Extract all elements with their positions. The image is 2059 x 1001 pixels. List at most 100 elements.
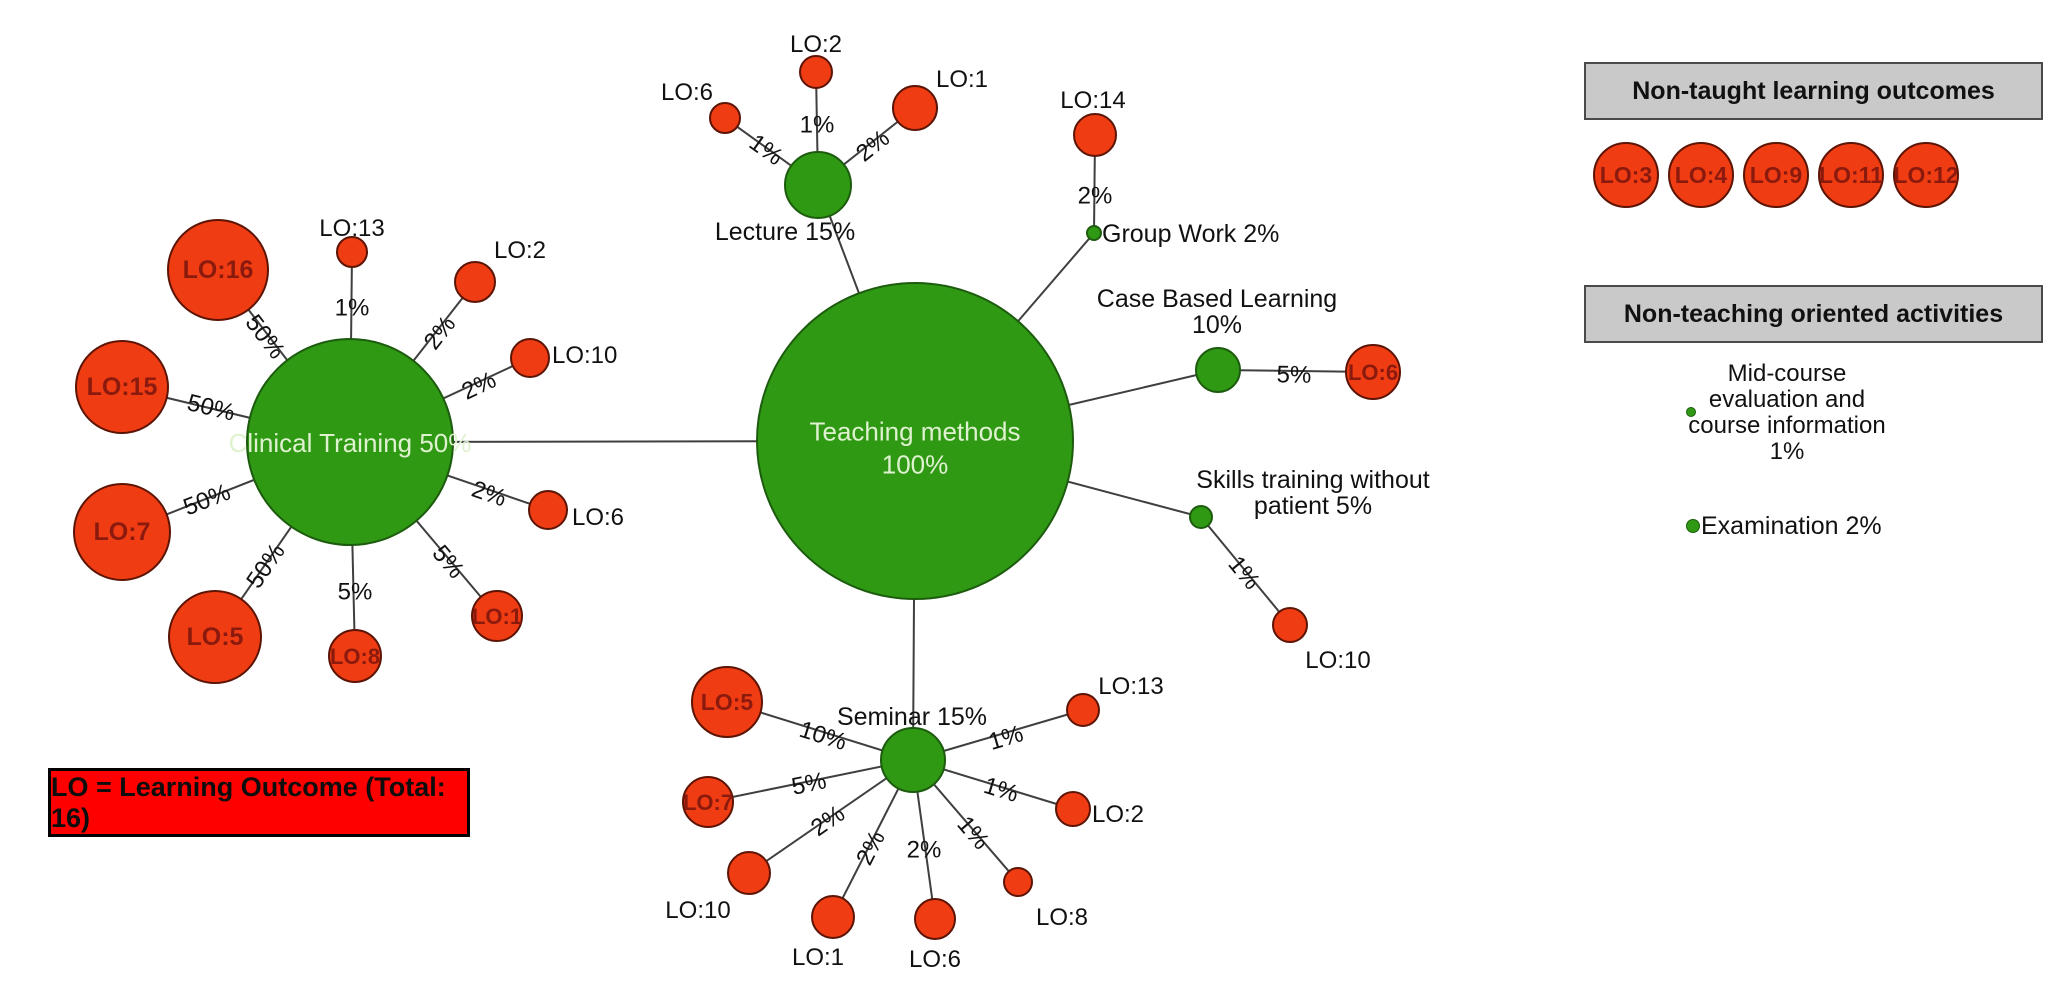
pct-label-seminar-s10: 2%	[806, 800, 850, 842]
label-c7: LO:7	[94, 518, 151, 546]
label-s5: LO:5	[701, 689, 754, 715]
edge-seminar-s7	[707, 759, 914, 803]
label-cb6: LO:6	[1348, 360, 1398, 385]
node-c2c	[454, 261, 496, 303]
label-lecture: Lecture 15%	[715, 218, 855, 246]
node-teaching	[756, 282, 1074, 600]
label-s6: LO:6	[909, 946, 961, 973]
node-cb6	[1345, 344, 1401, 400]
node-cbl	[1195, 347, 1241, 393]
node-c16	[167, 219, 269, 321]
mid-course-node-icon	[1686, 407, 1696, 417]
edge-skills-sk10	[1200, 516, 1291, 626]
node-c15	[75, 340, 169, 434]
non-taught-lo-11: LO:11	[1818, 142, 1884, 208]
node-c7	[73, 483, 171, 581]
legend-text: LO = Learning Outcome (Total: 16)	[51, 771, 446, 833]
non-taught-lo-3: LO:3	[1593, 142, 1659, 208]
node-s10	[727, 851, 771, 895]
non-teaching-activities-header: Non-teaching oriented activities	[1584, 285, 2043, 343]
pct-label-seminar-s2: 1%	[980, 772, 1021, 808]
mid-course-line-3: course information	[1688, 412, 1886, 439]
node-sk10	[1272, 607, 1308, 643]
node-s8	[1003, 867, 1033, 897]
pct-label-seminar-s6: 2%	[907, 837, 942, 864]
node-s1	[811, 895, 855, 939]
label-l1: LO:1	[936, 66, 988, 93]
label-c13: LO:13	[319, 215, 384, 242]
node-g14	[1073, 113, 1117, 157]
label-s2: LO:2	[1092, 801, 1144, 828]
node-clinical	[246, 338, 454, 546]
label-s7: LO:7	[683, 790, 733, 815]
pct-label-clinical-c16: 50%	[240, 310, 291, 365]
label-s1: LO:1	[792, 944, 844, 971]
label-skills: Skills training without patient 5%	[1196, 466, 1429, 520]
label-groupwork: Group Work 2%	[1102, 220, 1279, 248]
label-c2c: LO:2	[494, 237, 546, 264]
node-s6	[914, 898, 956, 940]
pct-label-lecture-l1: 2%	[851, 125, 895, 168]
pct-label-clinical-c5: 50%	[241, 539, 291, 594]
mid-course-line-2: evaluation and	[1708, 386, 1866, 413]
label-c6c: LO:6	[572, 504, 624, 531]
label-c8: LO:8	[330, 644, 380, 669]
label-c10c: LO:10	[552, 342, 617, 369]
node-c10c	[510, 338, 550, 378]
node-c13	[336, 236, 368, 268]
pct-label-cbl-cb6: 5%	[1276, 361, 1311, 388]
edge-seminar-s10	[748, 759, 914, 874]
mid-course-line-4: 1%	[1769, 438, 1805, 465]
label-s8: LO:8	[1036, 904, 1088, 931]
legend-box: LO = Learning Outcome (Total: 16)	[48, 768, 470, 837]
mid-course-label: Mid-course evaluation and course informa…	[1658, 361, 1916, 465]
label-c15: LO:15	[87, 373, 158, 401]
label-sk10: LO:10	[1305, 647, 1370, 674]
node-lecture	[784, 151, 852, 219]
node-l6	[709, 102, 741, 134]
mid-course-line-1: Mid-course	[1727, 360, 1847, 387]
node-groupwork	[1086, 225, 1102, 241]
non-teaching-activities-title: Non-teaching oriented activities	[1623, 299, 2004, 328]
node-l1	[892, 85, 938, 131]
label-l6: LO:6	[661, 79, 713, 106]
label-s13: LO:13	[1098, 673, 1163, 700]
pct-label-clinical-c13: 1%	[335, 295, 370, 322]
pct-label-groupwork-g14: 2%	[1078, 183, 1113, 210]
pct-label-seminar-s7: 5%	[789, 767, 828, 800]
node-s7	[682, 776, 734, 828]
pct-label-clinical-c2c: 2%	[419, 311, 462, 355]
node-c5	[168, 590, 262, 684]
pct-label-lecture-l2: 1%	[800, 112, 835, 139]
pct-label-clinical-c10c: 2%	[458, 366, 501, 405]
label-clinical: Clinical Training 50%	[229, 428, 472, 458]
node-s2	[1055, 791, 1091, 827]
label-l2: LO:2	[790, 31, 842, 58]
node-c8	[328, 629, 382, 683]
label-c16: LO:16	[183, 256, 254, 284]
non-taught-outcomes-title: Non-taught learning outcomes	[1632, 76, 1995, 105]
non-taught-lo-12: LO:12	[1893, 142, 1959, 208]
non-taught-outcomes-list: LO:3 LO:4 LO:9 LO:11 LO:12	[1593, 142, 1959, 208]
pct-label-clinical-c1: 5%	[426, 540, 469, 584]
node-c6c	[528, 490, 568, 530]
examination-node-icon	[1686, 519, 1700, 533]
node-seminar	[880, 727, 946, 793]
pct-label-clinical-c6c: 2%	[468, 476, 510, 513]
label-cbl: Case Based Learning 10%	[1097, 285, 1337, 339]
non-taught-outcomes-header: Non-taught learning outcomes	[1584, 62, 2043, 120]
label-seminar: Seminar 15%	[837, 703, 987, 731]
node-s13	[1066, 693, 1100, 727]
pct-label-clinical-c15: 50%	[184, 389, 237, 427]
non-taught-lo-4: LO:4	[1668, 142, 1734, 208]
label-c1: LO:1	[472, 604, 522, 629]
node-c1	[471, 590, 523, 642]
label-g14: LO:14	[1060, 87, 1125, 114]
node-s5	[691, 666, 763, 738]
examination-label: Examination 2%	[1701, 512, 1882, 540]
node-skills	[1189, 505, 1213, 529]
label-c5: LO:5	[187, 623, 244, 651]
pct-label-seminar-s1: 2%	[851, 826, 891, 869]
non-taught-lo-9: LO:9	[1743, 142, 1809, 208]
